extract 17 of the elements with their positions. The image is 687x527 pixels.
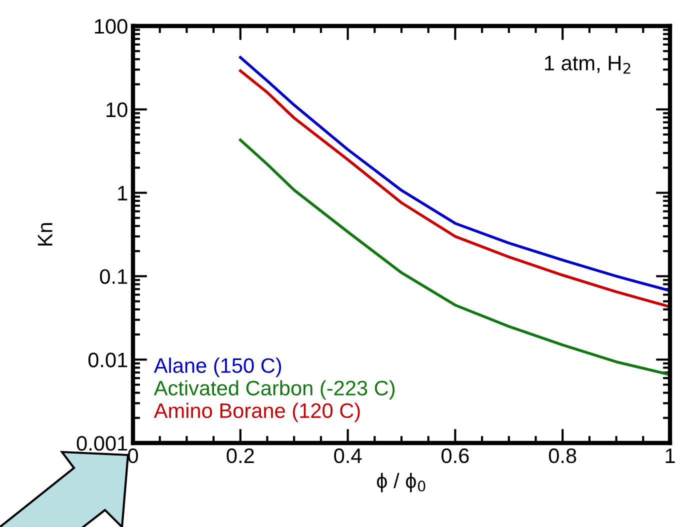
y-tick-label: 0.1 [100, 269, 128, 284]
text: Alane (150 C) [154, 358, 282, 378]
x-tick-label: 0.4 [334, 448, 362, 464]
y-axis-title: Kn [38, 223, 52, 246]
text: Amino Borane (120 C) [154, 402, 360, 422]
y-tick-label: 10 [106, 102, 128, 118]
y-tick-label: 0.001 [76, 436, 128, 451]
y-tick-label: 1 [118, 186, 128, 200]
y-tick-label: 0.01 [88, 352, 128, 368]
x-tick-label: 1 [666, 448, 675, 463]
text: Activated Carbon (-223 C) [154, 380, 395, 400]
y-tick-label: 100 [94, 19, 128, 34]
x-tick-label: 0.8 [548, 448, 576, 464]
x-tick-label: 0.2 [226, 448, 254, 464]
x-axis-title: ϕ / ϕ$_{0}$ [376, 472, 426, 492]
x-tick-label: 0.6 [442, 448, 469, 464]
annotation: 1 atm, H$_{2}$ [545, 56, 630, 74]
